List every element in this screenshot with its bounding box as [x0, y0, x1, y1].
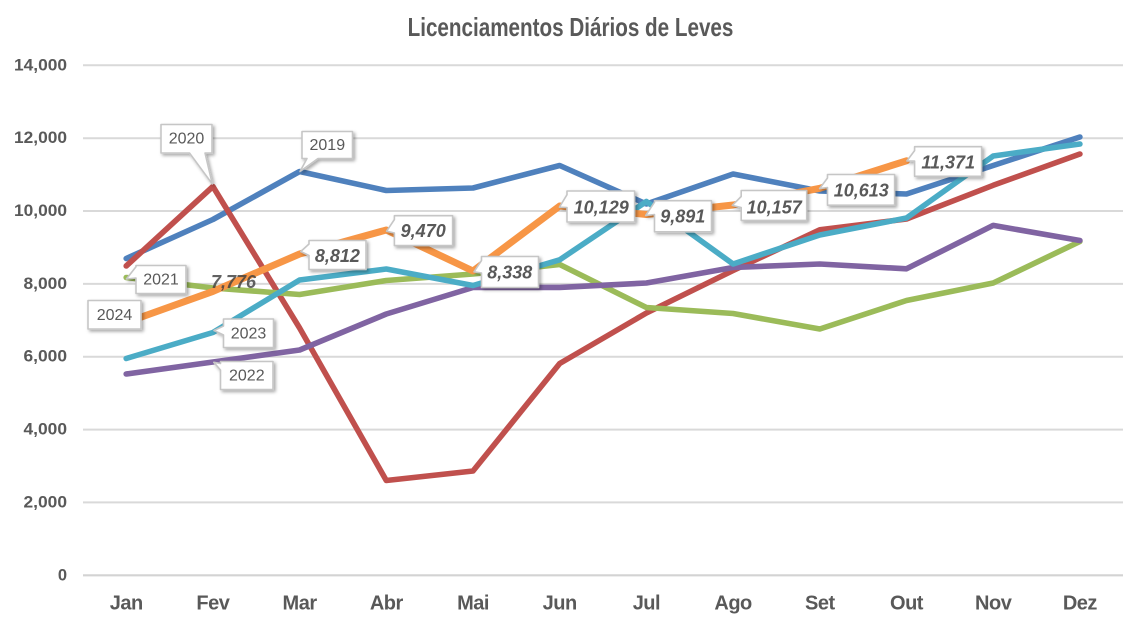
svg-text:10,129: 10,129 [574, 198, 629, 218]
svg-text:10,613: 10,613 [834, 181, 889, 201]
svg-text:Jan: Jan [110, 593, 143, 615]
svg-text:2020: 2020 [169, 130, 205, 147]
svg-text:2022: 2022 [229, 368, 265, 385]
svg-text:Jul: Jul [633, 593, 660, 615]
svg-text:2021: 2021 [143, 272, 179, 289]
svg-text:10,000: 10,000 [14, 202, 67, 220]
svg-text:Ago: Ago [714, 593, 752, 615]
svg-text:0: 0 [58, 566, 67, 584]
svg-text:Mar: Mar [283, 593, 318, 615]
svg-text:4,000: 4,000 [24, 421, 68, 439]
svg-text:6,000: 6,000 [24, 348, 68, 366]
svg-text:8,000: 8,000 [24, 275, 68, 293]
svg-text:14,000: 14,000 [14, 56, 67, 74]
svg-text:10,157: 10,157 [747, 198, 803, 218]
svg-text:12,000: 12,000 [14, 129, 67, 147]
svg-text:7,776: 7,776 [211, 272, 257, 292]
svg-text:Nov: Nov [975, 593, 1013, 615]
svg-text:9,470: 9,470 [401, 221, 446, 241]
svg-text:2024: 2024 [97, 307, 133, 324]
svg-text:Jun: Jun [543, 593, 577, 615]
svg-text:Set: Set [805, 593, 835, 615]
svg-text:Abr: Abr [370, 593, 404, 615]
svg-text:Fev: Fev [196, 593, 230, 615]
svg-text:2023: 2023 [231, 325, 267, 342]
svg-text:2019: 2019 [310, 137, 346, 154]
svg-text:2,000: 2,000 [24, 493, 68, 511]
svg-text:Dez: Dez [1063, 593, 1098, 615]
svg-text:8,338: 8,338 [487, 263, 532, 283]
svg-text:8,812: 8,812 [315, 246, 360, 266]
svg-text:9,891: 9,891 [660, 207, 705, 227]
svg-text:Mai: Mai [457, 593, 489, 615]
svg-text:11,371: 11,371 [921, 152, 975, 172]
svg-text:Out: Out [890, 593, 924, 615]
svg-text:Licenciamentos Diários de Leve: Licenciamentos Diários de Leves [408, 13, 734, 42]
